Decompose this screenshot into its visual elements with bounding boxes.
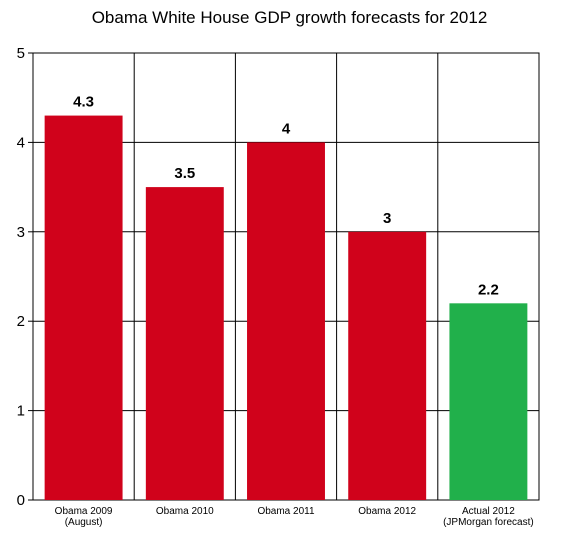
bar [145, 187, 224, 500]
x-tick-label: Obama 2012 [358, 506, 416, 517]
bars [44, 115, 528, 501]
x-tick-label: Actual 2012 [462, 506, 515, 517]
data-label: 4 [282, 120, 291, 137]
y-axis-ticks: 0 1 2 3 4 5 [17, 45, 25, 509]
data-labels: 4.3 3.5 4 3 2.2 [73, 94, 499, 299]
x-tick-label: Obama 2010 [156, 506, 214, 517]
bar [449, 303, 528, 500]
x-tick-label: Obama 2009 [55, 506, 113, 517]
data-label: 4.3 [73, 94, 94, 111]
data-label: 3.5 [174, 165, 195, 182]
y-tick-label: 3 [17, 224, 25, 241]
x-tick-label: (August) [65, 517, 103, 528]
bar [247, 142, 325, 500]
x-axis-ticks: Obama 2009(August) Obama 2010 Obama 2011 Ob… [55, 506, 534, 528]
bar [348, 231, 427, 501]
y-tick-label: 0 [17, 492, 25, 509]
y-tick-label: 5 [17, 45, 25, 62]
y-tick-label: 2 [17, 313, 25, 330]
data-label: 3 [383, 210, 391, 227]
x-tick-label: (JPMorgan forecast) [443, 517, 534, 528]
y-tick-label: 1 [17, 403, 25, 420]
bar [44, 115, 123, 500]
chart-title: Obama White House GDP growth forecasts f… [91, 8, 488, 27]
data-label: 2.2 [478, 281, 499, 298]
x-tick-label: Obama 2011 [257, 506, 315, 517]
y-tick-label: 4 [17, 134, 25, 151]
